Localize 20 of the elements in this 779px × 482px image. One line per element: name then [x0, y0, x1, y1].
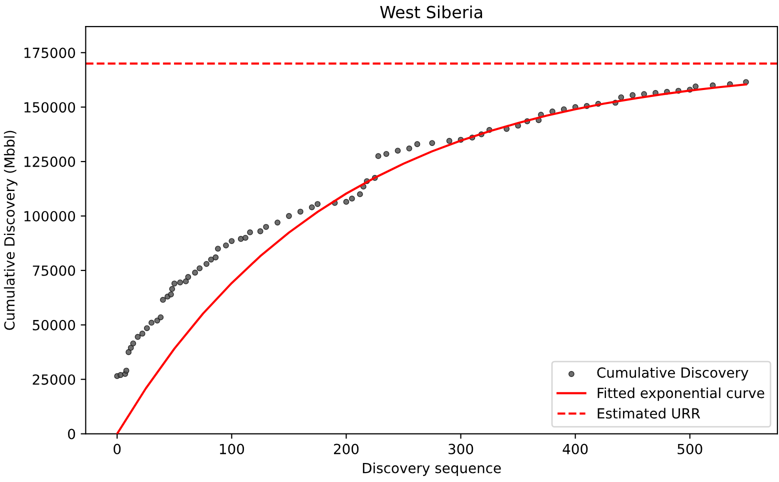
y-tick-label: 100000 — [24, 210, 76, 222]
legend-label: Cumulative Discovery — [597, 367, 748, 381]
y-tick-label: 25000 — [32, 374, 76, 385]
y-axis-title: Cumulative Discovery (Mbbl) — [4, 130, 18, 330]
y-tick-label: 75000 — [32, 265, 76, 276]
x-tick-label: 500 — [678, 444, 702, 454]
legend-label: Estimated URR — [598, 408, 700, 419]
x-tick-label: 0 — [114, 444, 121, 454]
x-tick-label: 400 — [562, 444, 588, 454]
x-tick-label: 100 — [220, 444, 244, 454]
y-tick-label: 125000 — [24, 156, 76, 168]
y-tick-label: 150000 — [24, 102, 76, 113]
y-tick-label: 50000 — [32, 320, 76, 330]
x-tick-label: 300 — [448, 444, 474, 454]
y-tick-label: 175000 — [24, 48, 76, 58]
chart-title: West Siberia — [380, 6, 482, 18]
x-tick-label: 200 — [334, 444, 359, 454]
x-axis-title: Discovery sequence — [362, 462, 501, 476]
y-tick-label: 0 — [68, 428, 76, 440]
legend-label: Fitted exponential curve — [598, 387, 764, 401]
